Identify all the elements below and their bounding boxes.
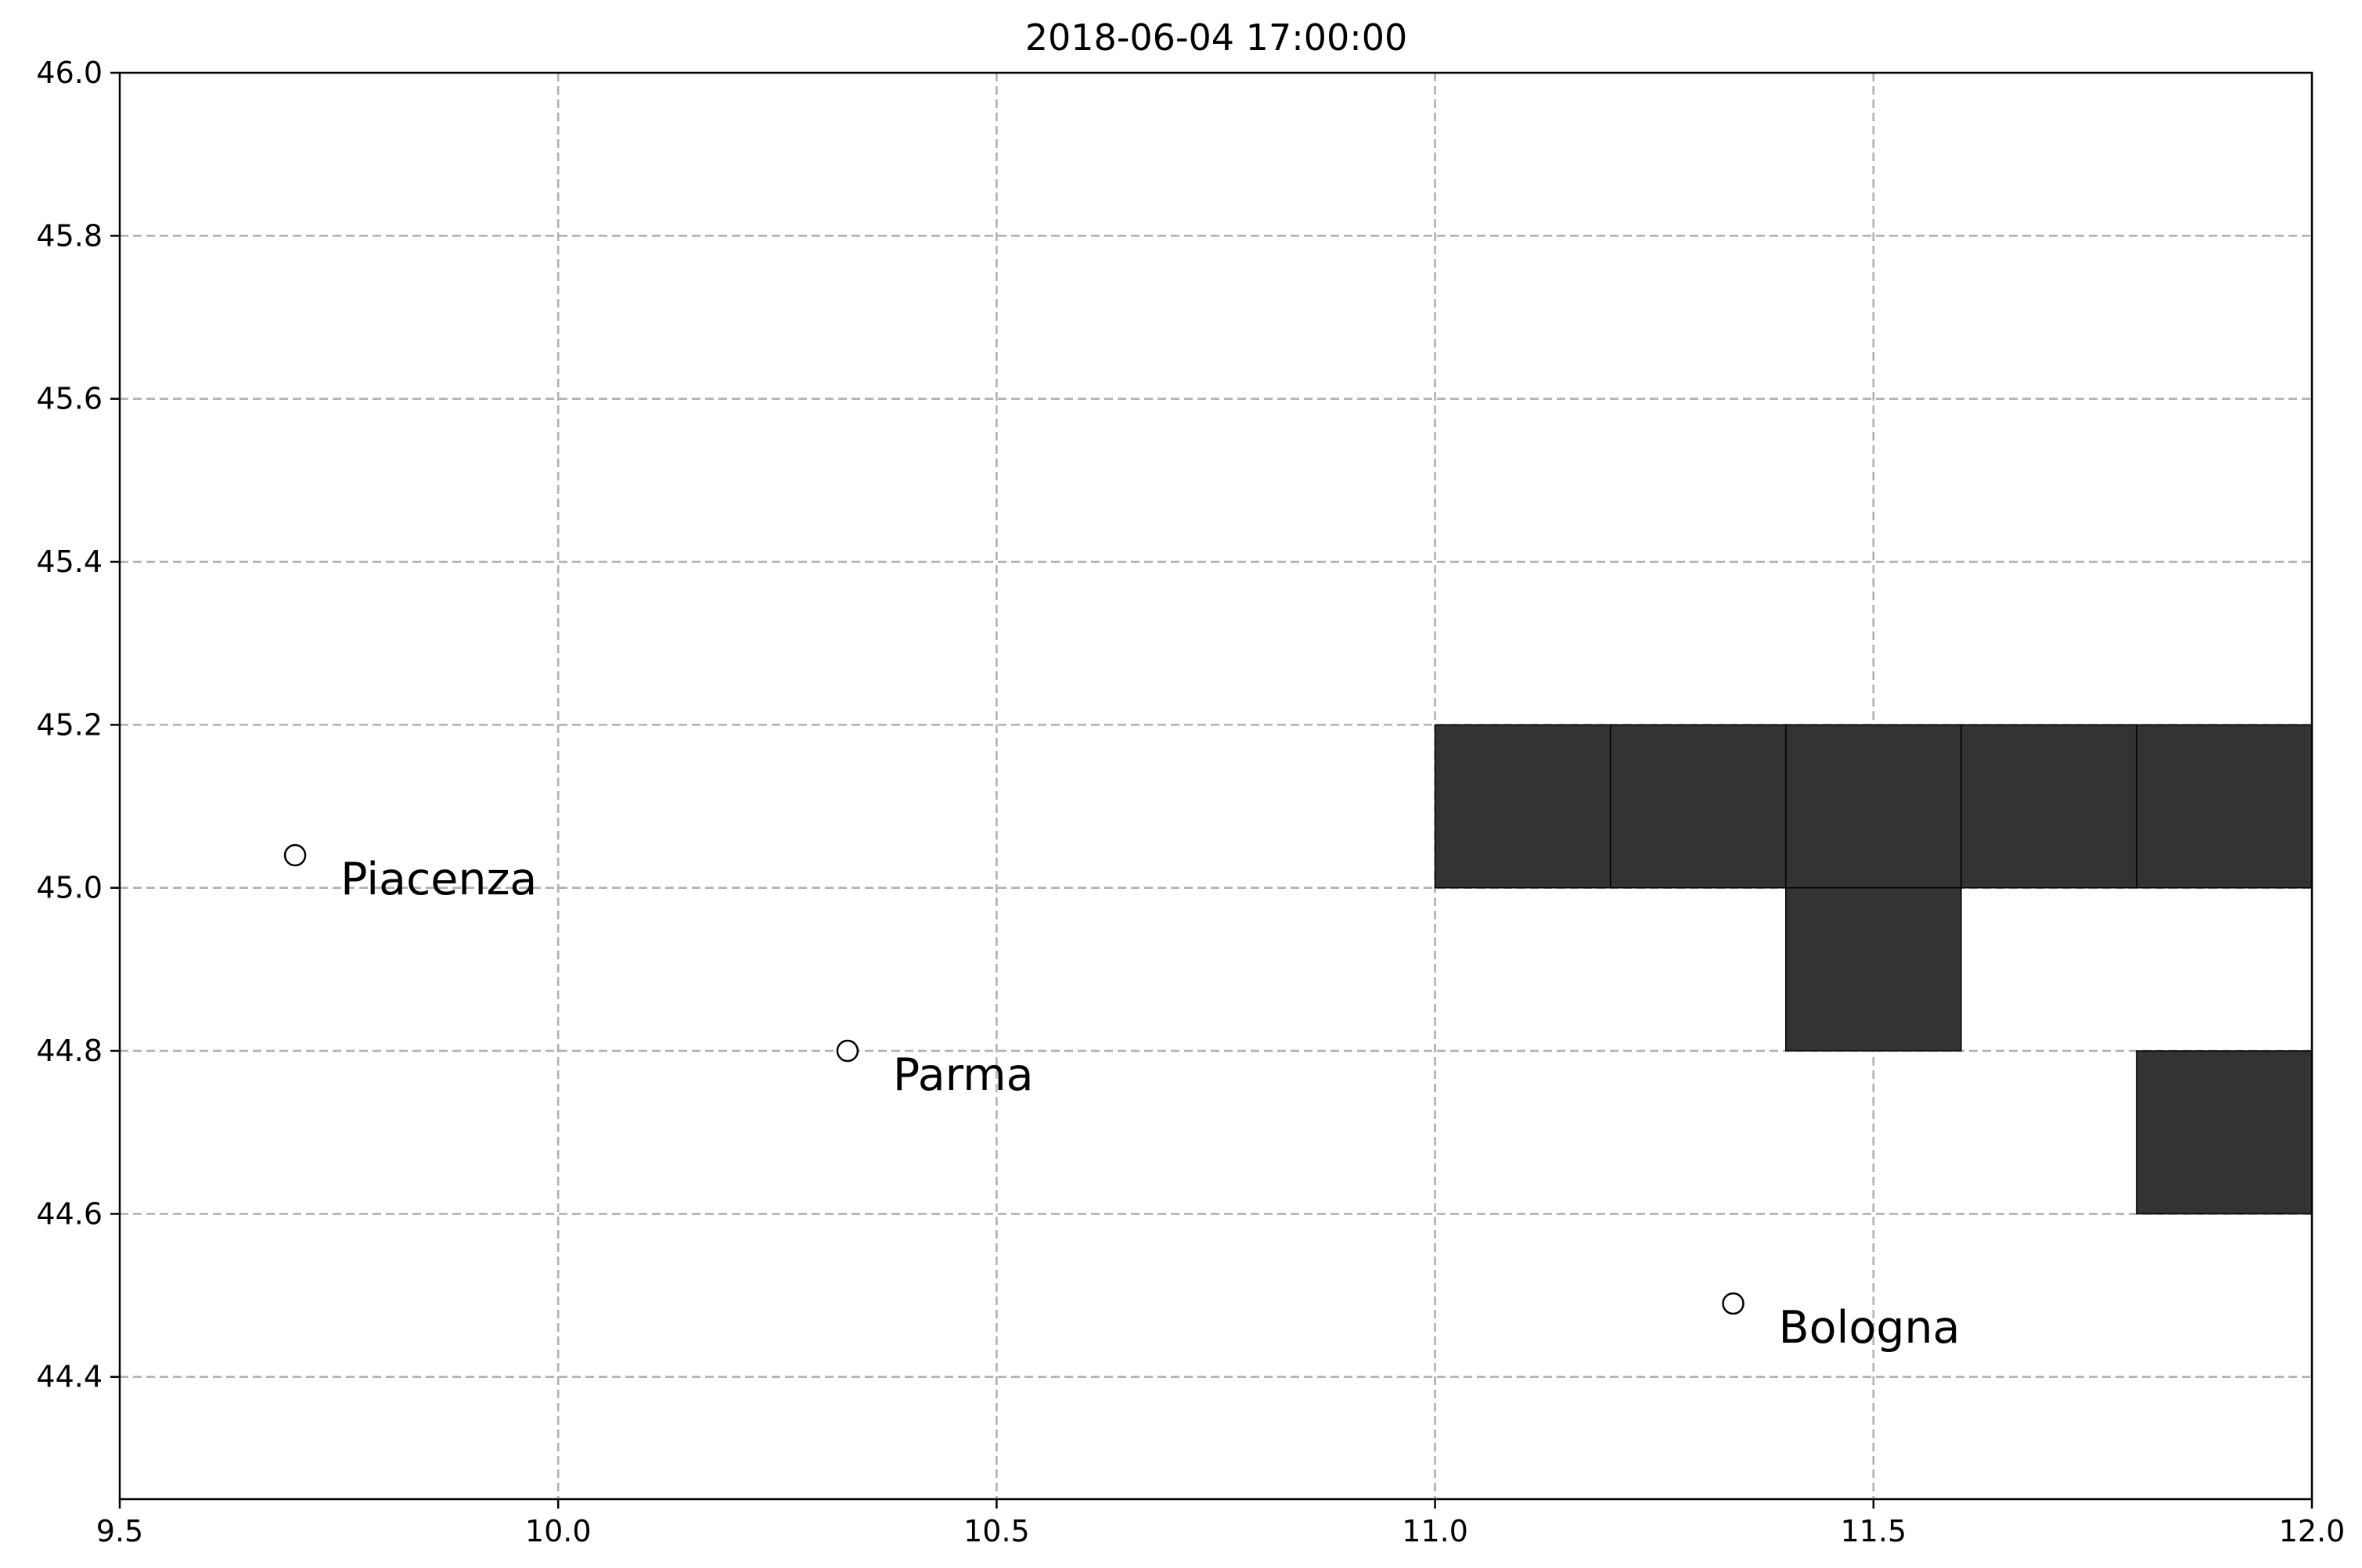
y-tick-label: 44.6 [36,1196,103,1231]
city-label: Bologna [1779,1302,1961,1354]
y-tick-label: 45.0 [36,871,103,905]
x-tick-label: 10.0 [525,1514,592,1548]
grid-cell [1961,724,2137,889]
city-markers: Piacenza Parma Bologna [283,843,1961,1354]
x-tick-label: 12.0 [2279,1514,2346,1548]
x-axis: 9.5 10.0 10.5 11.0 11.5 12.0 [96,1499,2346,1548]
city-marker [283,843,307,867]
y-axis: 44.4 44.6 44.8 45.0 45.2 45.4 45.6 45.8 46.0 [36,56,120,1394]
city-marker [1722,1292,1744,1315]
grid-cells [1434,724,2313,1215]
chart-title: 2018-06-04 17:00:00 [1025,16,1408,59]
city-label: Parma [893,1049,1034,1101]
y-tick-label: 45.2 [36,707,103,742]
grid-cell [1609,724,1787,889]
grid-cell [1434,724,1611,889]
y-tick-label: 45.6 [36,382,103,416]
grid-cell [1785,886,1962,1052]
city-marker [836,1039,859,1063]
y-tick-label: 45.8 [36,218,103,253]
grid-cell [2136,724,2313,889]
y-tick-label: 46.0 [36,56,103,90]
x-tick-label: 9.5 [96,1514,143,1548]
y-tick-label: 44.8 [36,1034,103,1068]
x-tick-label: 10.5 [963,1514,1030,1548]
y-tick-label: 45.4 [36,545,103,579]
grid-cell [2136,1050,2313,1215]
city-label: Piacenza [340,854,537,905]
plot-frame [118,71,2313,1501]
x-tick-label: 11.5 [1840,1514,1907,1548]
x-tick-label: 11.0 [1402,1514,1468,1548]
grid-cell [1785,724,1962,889]
y-tick-label: 44.4 [36,1360,103,1394]
